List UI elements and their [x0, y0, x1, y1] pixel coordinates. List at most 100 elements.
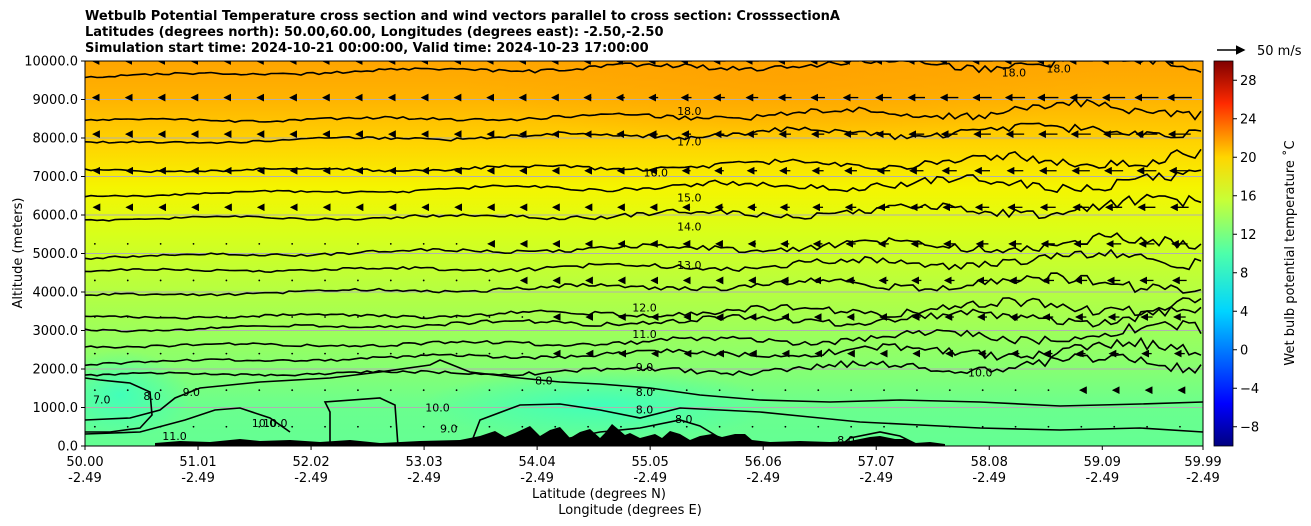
colorbar-tick-label: 28	[1240, 74, 1257, 89]
wind-vector	[817, 425, 820, 428]
wind-vector	[455, 352, 458, 355]
wind-vector	[93, 279, 96, 282]
contour-lines	[85, 61, 1203, 446]
wind-vector	[389, 279, 392, 282]
contour-line	[85, 305, 1202, 333]
wind-vector	[357, 316, 359, 318]
x-tick-label-lon: -2.49	[68, 471, 102, 486]
colorbar-tick-label: 4	[1240, 305, 1248, 320]
wind-vector	[488, 352, 491, 355]
contour-line	[85, 61, 1202, 79]
x-tick-label-lon: -2.49	[181, 471, 215, 486]
wind-vector	[225, 279, 228, 282]
wind-vector	[652, 389, 655, 392]
wind-vector	[685, 389, 688, 392]
wind-vector	[554, 425, 557, 428]
wind-vector	[324, 279, 326, 282]
contour-line	[85, 148, 1202, 174]
wind-vector	[422, 242, 425, 245]
contour-line	[85, 169, 1202, 198]
y-tick-label: 8000.0	[33, 132, 79, 147]
wind-vector	[159, 389, 162, 392]
y-tick-label: 9000.0	[33, 93, 79, 108]
colorbar-tick-label: 8	[1240, 266, 1248, 281]
wind-vector	[488, 316, 491, 318]
contour-label: 8.0	[636, 386, 654, 399]
y-tick-label: 4000.0	[33, 286, 79, 301]
contour-label: 7.0	[93, 394, 111, 407]
contour-label: 18.0	[677, 105, 702, 118]
x-tick-label-lat: 59.99	[1184, 455, 1221, 470]
wind-vector	[126, 242, 129, 245]
contour-label: 11.0	[632, 328, 657, 341]
contour-label: 9.0	[183, 386, 201, 399]
wind-vector	[126, 389, 129, 392]
wind-vector	[192, 279, 195, 282]
wind-vector	[225, 242, 228, 245]
colorbar-tick-label: 12	[1240, 228, 1257, 243]
wind-vector	[1179, 425, 1181, 428]
contour-line	[85, 407, 291, 435]
wind-vector	[883, 389, 885, 392]
x-tick-label-lon: -2.49	[407, 471, 441, 486]
wind-vector	[422, 352, 425, 355]
wind-vector	[981, 425, 984, 428]
wind-vector	[126, 352, 129, 355]
wind-vector	[324, 316, 326, 318]
wind-vector	[850, 425, 853, 428]
x-axis-label-longitude: Longitude (degrees E)	[558, 503, 702, 518]
colorbar-tick-label: −8	[1240, 420, 1259, 435]
wind-vector	[916, 389, 918, 392]
wind-vector	[192, 242, 195, 245]
wind-vector	[93, 242, 96, 245]
x-tick-label-lon: -2.49	[1186, 471, 1220, 486]
wind-vector	[817, 389, 820, 392]
wind-vector	[258, 389, 261, 392]
colorbar-tick-label: 20	[1240, 151, 1257, 166]
wind-vector	[916, 425, 918, 428]
wind-vector	[488, 389, 491, 392]
wind-vector	[620, 425, 622, 428]
contour-line	[85, 336, 1202, 367]
wind-vector	[324, 352, 326, 355]
wind-vector	[751, 389, 754, 392]
wind-vector	[389, 242, 392, 245]
x-tick-label-lon: -2.49	[294, 471, 328, 486]
y-axis: 0.0 1000.0 2000.0 3000.0 4000.0 5000.0 6000.0 7…	[24, 55, 85, 455]
colorbar-tick-label: −4	[1240, 382, 1259, 397]
wind-vector	[291, 316, 294, 318]
wind-vector	[1080, 425, 1083, 428]
wind-vector	[587, 389, 589, 392]
wind-vector	[685, 425, 688, 428]
contour-label: 11.0	[162, 430, 187, 443]
y-tick-label: 0.0	[57, 440, 78, 455]
contour-label: 10.0	[252, 417, 277, 430]
x-tick-label-lat: 51.01	[179, 455, 216, 470]
wind-vector	[488, 425, 491, 428]
x-axis: 50.00-2.4951.01-2.4952.02-2.4953.03-2.49…	[66, 446, 1222, 486]
contour-line	[85, 359, 1203, 421]
wind-vector	[422, 425, 425, 428]
colorbar-gradient	[1213, 60, 1234, 447]
wind-vector	[324, 389, 326, 392]
title-line-1: Wetbulb Potential Temperature cross sect…	[85, 9, 840, 24]
contour-label: 8.0	[535, 374, 553, 387]
quiver-key-label: 50 m/s	[1257, 44, 1302, 59]
wind-vector	[126, 279, 129, 282]
wind-vector	[291, 352, 294, 355]
x-tick-label-lat: 58.08	[971, 455, 1008, 470]
wind-vector	[784, 425, 787, 428]
wind-vector	[718, 425, 721, 428]
quiver-key: 50 m/s	[1217, 44, 1302, 59]
wind-vector	[455, 389, 458, 392]
contour-label: 12.0	[632, 301, 657, 314]
wind-vector	[258, 279, 261, 282]
contour-line	[323, 397, 399, 446]
wind-vector	[751, 425, 754, 428]
contour-line	[469, 403, 1203, 446]
wind-vector	[324, 242, 326, 245]
wind-vector	[587, 425, 589, 428]
x-tick-label-lat: 53.03	[405, 455, 442, 470]
contour-line	[85, 193, 1202, 222]
contour-label: 8.0	[675, 413, 693, 426]
